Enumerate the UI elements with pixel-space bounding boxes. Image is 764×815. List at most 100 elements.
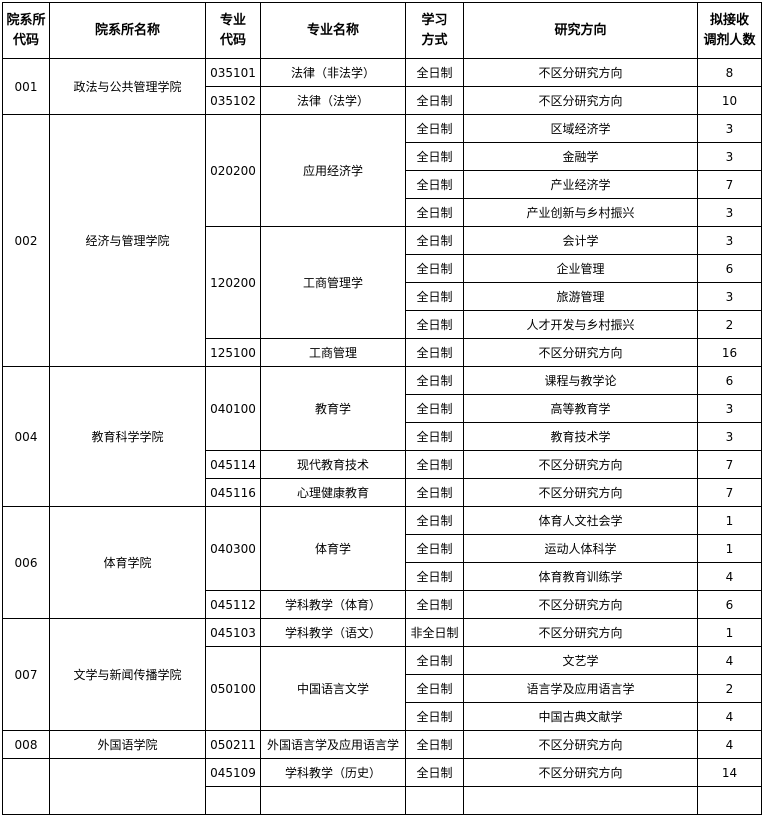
research-direction: 产业经济学 — [463, 170, 698, 199]
quota-count: 7 — [697, 170, 762, 199]
study-mode: 全日制 — [405, 170, 464, 199]
major-name: 学科教学（历史） — [260, 758, 406, 787]
header-dept-code: 院系所 代码 — [2, 2, 50, 59]
table-row: 全日制 体育教育训练学 4 — [3, 562, 762, 591]
table-body: 001 政法与公共管理学院 035101 法律（非法学） 全日制 不区分研究方向 8 0351… — [2, 58, 762, 815]
table-row: 全日制 旅游管理 3 — [3, 282, 762, 311]
dept-code: 008 — [2, 730, 50, 759]
table-row: 045116 心理健康教育 全日制 不区分研究方向 7 — [3, 478, 762, 507]
major-code: 040100 — [205, 366, 261, 451]
major-name: 学科教学（语文） — [260, 618, 406, 647]
study-mode: 非全日制 — [405, 618, 464, 647]
study-mode: 全日制 — [405, 590, 464, 619]
major-code: 045114 — [205, 450, 261, 479]
table-row: 全日制 高等教育学 3 — [3, 394, 762, 423]
research-direction: 区域经济学 — [463, 114, 698, 143]
research-direction: 不区分研究方向 — [463, 730, 698, 759]
research-direction: 产业创新与乡村振兴 — [463, 198, 698, 227]
major-name: 工商管理学 — [260, 226, 406, 339]
quota-count: 3 — [697, 114, 762, 143]
major-name: 法律（非法学） — [260, 58, 406, 87]
quota-count: 7 — [697, 478, 762, 507]
major-code: 050211 — [205, 730, 261, 759]
major-name: 中国语言文学 — [260, 646, 406, 731]
study-mode: 全日制 — [405, 506, 464, 535]
quota-count: 8 — [697, 58, 762, 87]
quota-count: 16 — [697, 338, 762, 367]
quota-count: 6 — [697, 590, 762, 619]
table-row: 全日制 企业管理 6 — [3, 254, 762, 283]
table-row: 全日制 中国古典文献学 4 — [3, 702, 762, 731]
table-row: 全日制 金融学 3 — [3, 142, 762, 171]
quota-count: 4 — [697, 646, 762, 675]
study-mode: 全日制 — [405, 450, 464, 479]
study-mode: 全日制 — [405, 282, 464, 311]
dept-name: 教育科学学院 — [49, 366, 206, 507]
quota-count: 10 — [697, 86, 762, 115]
research-direction: 文艺学 — [463, 646, 698, 675]
study-mode: 全日制 — [405, 646, 464, 675]
quota-count: 6 — [697, 366, 762, 395]
table-row: 全日制 运动人体科学 1 — [3, 534, 762, 563]
study-mode: 全日制 — [405, 478, 464, 507]
research-direction: 不区分研究方向 — [463, 758, 698, 787]
research-direction: 不区分研究方向 — [463, 478, 698, 507]
major-code: 035101 — [205, 58, 261, 87]
research-direction: 不区分研究方向 — [463, 590, 698, 619]
major-name: 现代教育技术 — [260, 450, 406, 479]
empty-cell — [405, 786, 464, 815]
major-name: 心理健康教育 — [260, 478, 406, 507]
study-mode: 全日制 — [405, 394, 464, 423]
major-code: 045116 — [205, 478, 261, 507]
quota-count: 3 — [697, 226, 762, 255]
study-mode: 全日制 — [405, 58, 464, 87]
quota-count: 4 — [697, 702, 762, 731]
header-dept-name: 院系所名称 — [49, 2, 206, 59]
research-direction: 不区分研究方向 — [463, 338, 698, 367]
table-row: 全日制 人才开发与乡村振兴 2 — [3, 310, 762, 339]
study-mode: 全日制 — [405, 226, 464, 255]
research-direction: 不区分研究方向 — [463, 58, 698, 87]
study-mode: 全日制 — [405, 674, 464, 703]
quota-count: 3 — [697, 282, 762, 311]
table-row: 008 外国语学院 050211 外国语言学及应用语言学 全日制 不区分研究方向 4 — [2, 730, 762, 759]
table-row: 120200 工商管理学 全日制 会计学 3 — [3, 226, 762, 339]
table-row: 007 文学与新闻传播学院 045103 学科教学（语文） 非全日制 不区分研究方向 1 — [2, 618, 762, 731]
study-mode: 全日制 — [405, 338, 464, 367]
dept-name: 政法与公共管理学院 — [49, 58, 206, 115]
quota-count: 2 — [697, 310, 762, 339]
research-direction: 不区分研究方向 — [463, 86, 698, 115]
empty-cell — [260, 786, 406, 815]
dept-code: 001 — [2, 58, 50, 115]
empty-cell — [463, 786, 698, 815]
table-row: 全日制 产业经济学 7 — [3, 170, 762, 199]
major-code: 045112 — [205, 590, 261, 619]
study-mode: 全日制 — [405, 366, 464, 395]
study-mode: 全日制 — [405, 758, 464, 787]
table-row: 004 教育科学学院 040100 教育学 全日制 课程与教学论 6 — [2, 366, 762, 507]
header-study-mode: 学习 方式 — [405, 2, 464, 59]
header-row: 院系所 代码 院系所名称 专业 代码 专业名称 学习 方式 研究方向 拟接收 调… — [2, 2, 762, 59]
study-mode: 全日制 — [405, 702, 464, 731]
research-direction: 不区分研究方向 — [463, 450, 698, 479]
study-mode: 全日制 — [405, 310, 464, 339]
major-name: 体育学 — [260, 506, 406, 591]
table-row: 006 体育学院 040300 体育学 全日制 体育人文社会学 1 — [2, 506, 762, 619]
research-direction: 中国古典文献学 — [463, 702, 698, 731]
research-direction: 不区分研究方向 — [463, 618, 698, 647]
research-direction: 语言学及应用语言学 — [463, 674, 698, 703]
study-mode: 全日制 — [405, 114, 464, 143]
empty-cell — [205, 786, 261, 815]
header-major-code: 专业 代码 — [205, 2, 261, 59]
research-direction: 体育教育训练学 — [463, 562, 698, 591]
quota-count: 6 — [697, 254, 762, 283]
table-row: 050100 中国语言文学 全日制 文艺学 4 — [3, 646, 762, 731]
table-row: 035102 法律（法学） 全日制 不区分研究方向 10 — [3, 86, 762, 115]
quota-count: 4 — [697, 562, 762, 591]
header-quota: 拟接收 调剂人数 — [697, 2, 762, 59]
quota-count: 1 — [697, 618, 762, 647]
quota-count: 3 — [697, 142, 762, 171]
major-code: 020200 — [205, 114, 261, 227]
quota-count: 3 — [697, 422, 762, 451]
dept-name: 经济与管理学院 — [49, 114, 206, 367]
